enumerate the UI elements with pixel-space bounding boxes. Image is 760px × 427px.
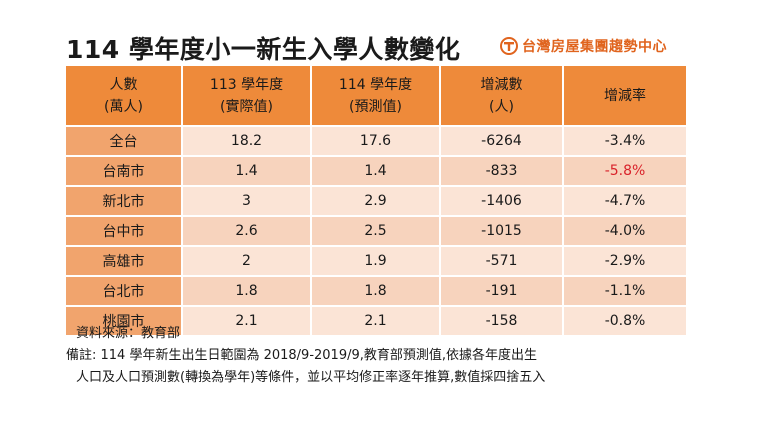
change-cell: -1406	[440, 186, 564, 217]
brand-logo: 台灣房屋集團趨勢中心	[500, 36, 667, 56]
rate-cell: -3.4%	[563, 126, 686, 157]
table-row: 高雄市 2 1.9 -571 -2.9%	[66, 246, 686, 277]
value-114-cell: 1.8	[311, 276, 441, 307]
brand-name: 台灣房屋集團趨勢中心	[522, 39, 667, 55]
rate-cell: -0.8%	[563, 306, 686, 337]
value-114-cell: 1.4	[311, 156, 441, 187]
value-114-cell: 1.9	[311, 246, 441, 277]
header-change: 增減數 (人)	[440, 66, 564, 127]
table-row: 台北市 1.8 1.8 -191 -1.1%	[66, 276, 686, 307]
change-cell: -1015	[440, 216, 564, 247]
rate-cell-highlight: -5.8%	[563, 156, 686, 187]
region-cell: 台北市	[66, 276, 183, 307]
header-unit: 人數 (萬人)	[66, 66, 183, 127]
table-row: 新北市 3 2.9 -1406 -4.7%	[66, 186, 686, 217]
rate-cell: -2.9%	[563, 246, 686, 277]
change-cell: -6264	[440, 126, 564, 157]
table-row: 全台 18.2 17.6 -6264 -3.4%	[66, 126, 686, 157]
value-113-cell: 2.1	[182, 306, 312, 337]
remark-line-1: 備註: 114 學年新生出生日範圍為 2018/9-2019/9,教育部預測值,…	[66, 348, 538, 363]
region-cell: 全台	[66, 126, 183, 157]
header-114: 114 學年度 (預測值)	[311, 66, 441, 127]
enrollment-table: 人數 (萬人) 113 學年度 (實際值) 114 學年度 (預測值) 增減數 (人) …	[66, 66, 686, 337]
value-114-cell: 2.9	[311, 186, 441, 217]
table-row: 桃園市 2.1 2.1 -158 -0.8%	[66, 306, 686, 337]
value-114-cell: 2.5	[311, 216, 441, 247]
table-row: 台中市 2.6 2.5 -1015 -4.0%	[66, 216, 686, 247]
house-logo-icon	[500, 37, 518, 55]
footnotes: 資料來源：教育部 備註: 114 學年新生出生日範圍為 2018/9-2019/…	[66, 323, 545, 389]
value-114-cell: 17.6	[311, 126, 441, 157]
rate-cell: -4.7%	[563, 186, 686, 217]
change-cell: -158	[440, 306, 564, 337]
remark-line-2: 人口及人口預測數(轉換為學年)等條件，並以平均修正率逐年推算,數值採四捨五入	[76, 370, 546, 385]
header-113: 113 學年度 (實際值)	[182, 66, 312, 127]
value-113-cell: 3	[182, 186, 312, 217]
value-113-cell: 2	[182, 246, 312, 277]
change-cell: -833	[440, 156, 564, 187]
rate-cell: -1.1%	[563, 276, 686, 307]
value-113-cell: 1.8	[182, 276, 312, 307]
source-note: 資料來源：教育部	[76, 326, 181, 341]
region-cell: 高雄市	[66, 246, 183, 277]
rate-cell: -4.0%	[563, 216, 686, 247]
region-cell: 台中市	[66, 216, 183, 247]
value-113-cell: 2.6	[182, 216, 312, 247]
change-cell: -191	[440, 276, 564, 307]
change-cell: -571	[440, 246, 564, 277]
value-113-cell: 1.4	[182, 156, 312, 187]
header-rate: 增減率	[563, 66, 686, 127]
page-title: 114 學年度小一新生入學人數變化	[66, 35, 461, 64]
value-114-cell: 2.1	[311, 306, 441, 337]
value-113-cell: 18.2	[182, 126, 312, 157]
region-cell: 台南市	[66, 156, 183, 187]
region-cell: 桃園市	[66, 306, 183, 337]
region-cell: 新北市	[66, 186, 183, 217]
table-row: 台南市 1.4 1.4 -833 -5.8%	[66, 156, 686, 187]
table-header-row: 人數 (萬人) 113 學年度 (實際值) 114 學年度 (預測值) 增減數 (人) …	[66, 66, 686, 127]
